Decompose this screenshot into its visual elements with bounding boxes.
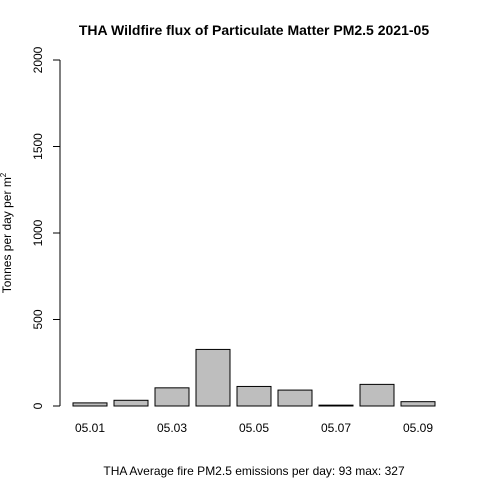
bar-05.09	[400, 401, 436, 407]
bar-05.03	[154, 387, 190, 407]
x-tick-label: 05.05	[239, 421, 269, 435]
bar-05.06	[277, 389, 313, 407]
y-axis-label-superscript: 2	[0, 172, 8, 177]
x-tick-label: 05.01	[75, 421, 105, 435]
bar-05.04	[195, 348, 231, 407]
bar-05.05	[236, 385, 272, 407]
y-axis: 0 500 1000 1500 2000	[31, 46, 61, 409]
bar-05.07	[318, 404, 354, 407]
y-tick-label: 500	[31, 309, 45, 329]
y-tick-label: 1500	[31, 133, 45, 160]
y-axis-label-text: Tonnes per day per m	[0, 177, 14, 293]
y-tick-label: 2000	[31, 46, 45, 73]
bar-05.08	[359, 383, 395, 407]
y-axis-label: Tonnes per day per m2	[0, 172, 14, 293]
bars	[72, 348, 436, 407]
x-tick-labels: 05.01 05.03 05.05 05.07 05.09	[75, 421, 433, 435]
x-tick-label: 05.07	[321, 421, 351, 435]
x-tick-label: 05.03	[157, 421, 187, 435]
bar-05.02	[113, 399, 149, 407]
y-tick-label: 1000	[31, 219, 45, 246]
chart-title: THA Wildfire flux of Particulate Matter …	[79, 22, 429, 38]
x-tick-label: 05.09	[403, 421, 433, 435]
y-tick-label: 0	[31, 402, 45, 409]
x-axis-label: THA Average fire PM2.5 emissions per day…	[103, 464, 405, 478]
bar-05.01	[72, 402, 108, 407]
